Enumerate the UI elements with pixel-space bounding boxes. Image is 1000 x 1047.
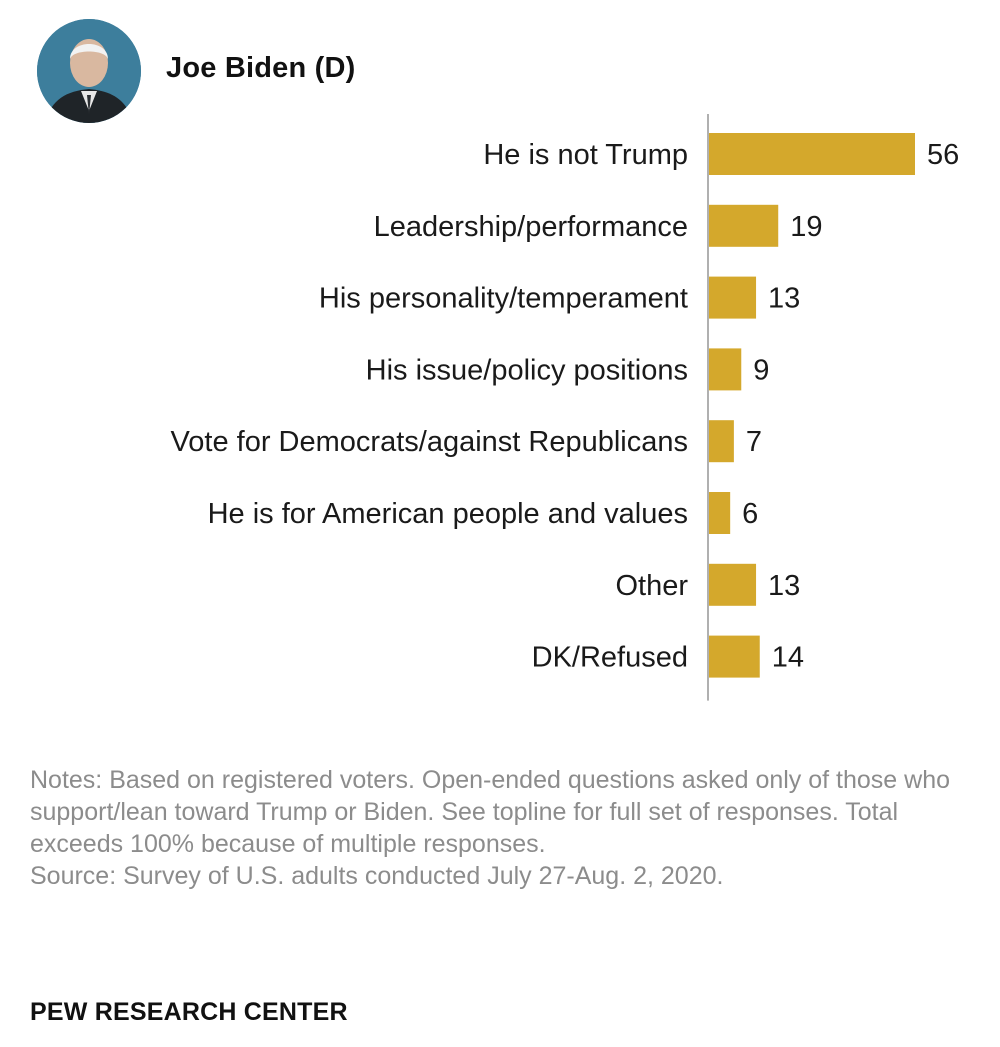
bar bbox=[708, 492, 731, 534]
bar bbox=[708, 204, 779, 247]
bar-chart: He is not Trump 56 Leadership/performance 1… bbox=[171, 114, 959, 701]
category-label: His personality/temperament bbox=[319, 283, 688, 315]
category-label: Vote for Democrats/against Republicans bbox=[171, 426, 688, 458]
bar bbox=[708, 348, 742, 391]
category-label: Leadership/performance bbox=[374, 211, 688, 243]
bar-value-label: 6 bbox=[742, 498, 758, 530]
bar-value-label: 56 bbox=[927, 139, 959, 171]
bar-value-label: 9 bbox=[753, 354, 769, 386]
chart-notes: Notes: Based on registered voters. Open-… bbox=[30, 764, 975, 892]
category-label: Other bbox=[615, 570, 688, 602]
category-label: His issue/policy positions bbox=[366, 354, 688, 386]
bar-value-label: 13 bbox=[768, 570, 800, 602]
bar-value-label: 14 bbox=[772, 642, 804, 674]
candidate-name: Joe Biden (D) bbox=[166, 52, 356, 84]
bar bbox=[708, 563, 757, 606]
bar-value-label: 13 bbox=[768, 283, 800, 315]
bar-value-label: 7 bbox=[746, 426, 762, 458]
category-label: DK/Refused bbox=[532, 642, 688, 674]
bar bbox=[708, 635, 760, 678]
bars-layer: He is not Trump 56 Leadership/performance 1… bbox=[171, 133, 959, 678]
category-label: He is not Trump bbox=[483, 139, 688, 171]
category-label: He is for American people and values bbox=[208, 498, 688, 530]
notes-text: Notes: Based on registered voters. Open-… bbox=[30, 766, 951, 858]
source-text: Source: Survey of U.S. adults conducted … bbox=[30, 862, 724, 890]
person-portrait-icon bbox=[37, 19, 141, 123]
pew-research-center-logo: PEW RESEARCH CENTER bbox=[30, 998, 348, 1026]
bar bbox=[708, 133, 915, 175]
bar bbox=[708, 276, 757, 319]
bar-value-label: 19 bbox=[790, 211, 822, 243]
candidate-photo bbox=[37, 19, 141, 123]
bar bbox=[708, 420, 734, 463]
